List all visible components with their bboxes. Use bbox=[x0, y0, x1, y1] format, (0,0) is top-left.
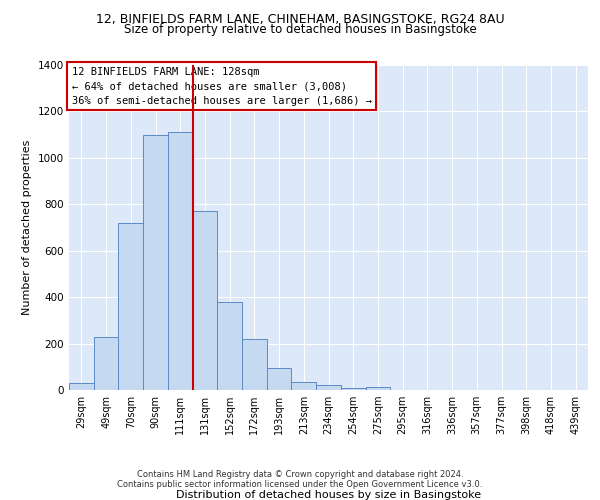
Y-axis label: Number of detached properties: Number of detached properties bbox=[22, 140, 32, 315]
Bar bbox=[94, 336, 118, 390]
Bar bbox=[292, 382, 316, 390]
Bar bbox=[267, 368, 292, 390]
Bar bbox=[168, 132, 193, 390]
Text: Contains public sector information licensed under the Open Government Licence v3: Contains public sector information licen… bbox=[118, 480, 482, 489]
Text: 12 BINFIELDS FARM LANE: 128sqm
← 64% of detached houses are smaller (3,008)
36% : 12 BINFIELDS FARM LANE: 128sqm ← 64% of … bbox=[71, 66, 371, 106]
Text: 12, BINFIELDS FARM LANE, CHINEHAM, BASINGSTOKE, RG24 8AU: 12, BINFIELDS FARM LANE, CHINEHAM, BASIN… bbox=[95, 12, 505, 26]
Bar bbox=[69, 383, 94, 390]
Bar bbox=[193, 211, 217, 390]
Bar bbox=[143, 134, 168, 390]
Bar bbox=[365, 386, 390, 390]
Text: Size of property relative to detached houses in Basingstoke: Size of property relative to detached ho… bbox=[124, 22, 476, 36]
Bar bbox=[118, 223, 143, 390]
Bar bbox=[242, 339, 267, 390]
X-axis label: Distribution of detached houses by size in Basingstoke: Distribution of detached houses by size … bbox=[176, 490, 481, 500]
Text: Contains HM Land Registry data © Crown copyright and database right 2024.: Contains HM Land Registry data © Crown c… bbox=[137, 470, 463, 479]
Bar bbox=[217, 302, 242, 390]
Bar bbox=[341, 388, 365, 390]
Bar bbox=[316, 386, 341, 390]
